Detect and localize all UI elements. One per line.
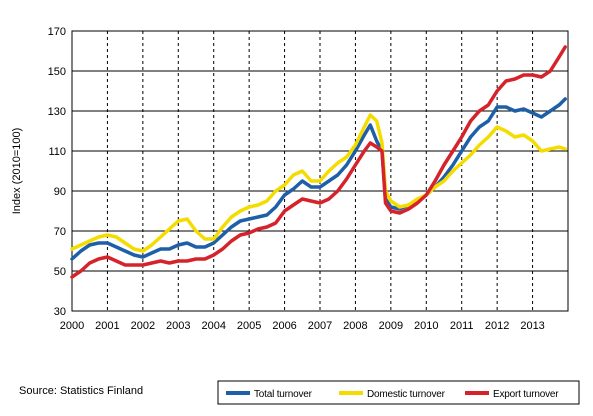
x-axis-ticks: 2000 2001 2002 2003 2004 2005 2006 2007 2008 2009…	[60, 320, 545, 332]
series-line-2	[70, 45, 567, 279]
x-tick-label: 2008	[343, 320, 367, 332]
y-tick-label: 130	[48, 106, 66, 118]
legend-label: Domestic turnover	[367, 389, 446, 400]
x-tick-label: 2000	[60, 320, 84, 332]
x-tick-label: 2001	[95, 320, 119, 332]
x-tick-label: 2009	[379, 320, 403, 332]
x-tick-label: 2011	[450, 320, 474, 332]
legend-label: Total turnover	[254, 389, 313, 400]
y-tick-label: 30	[54, 306, 66, 318]
y-tick-label: 170	[48, 26, 66, 38]
source-note: Source: Statistics Finland	[19, 385, 143, 397]
gridlines	[72, 31, 568, 311]
y-tick-label: 110	[48, 146, 66, 158]
x-tick-label: 2005	[237, 320, 261, 332]
x-tick-label: 2007	[308, 320, 332, 332]
x-tick-label: 2012	[485, 320, 509, 332]
x-tick-label: 2003	[166, 320, 190, 332]
x-tick-label: 2004	[201, 320, 225, 332]
x-tick-label: 2006	[272, 320, 296, 332]
series-line-1	[70, 113, 567, 253]
y-tick-label: 150	[48, 66, 66, 78]
x-tick-label: 2002	[131, 320, 155, 332]
y-tick-label: 90	[54, 186, 66, 198]
series-lines	[70, 45, 567, 279]
y-axis-label: Index (2010=100)	[11, 128, 23, 215]
y-tick-label: 50	[54, 266, 66, 278]
series-line-0	[70, 97, 567, 261]
legend-box	[217, 380, 580, 405]
y-axis-ticks: 30 50 70 90 110 130 150 170	[48, 26, 66, 318]
plot-frame	[71, 30, 569, 312]
y-tick-label: 70	[54, 226, 66, 238]
x-tick-label: 2013	[520, 320, 544, 332]
x-tick-label: 2010	[414, 320, 438, 332]
legend: Total turnover Domestic turnover Export tu…	[226, 389, 559, 400]
legend-label: Export turnover	[493, 389, 559, 400]
